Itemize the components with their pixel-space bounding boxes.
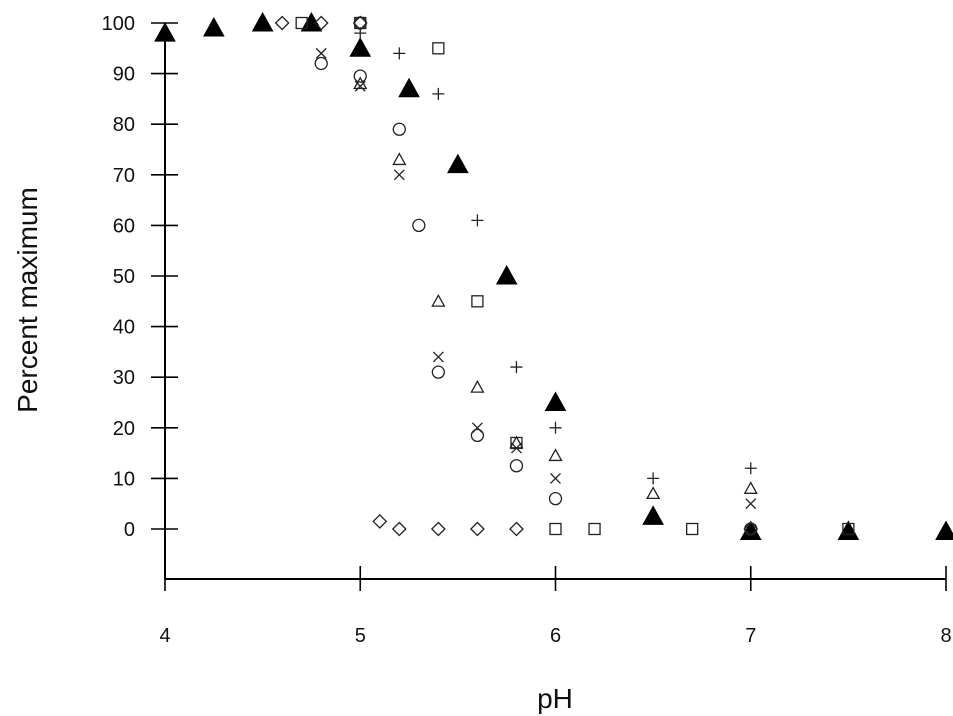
- open-diamond-series: [274, 15, 759, 537]
- open-square-point: [471, 295, 484, 308]
- plus-point: [471, 214, 484, 227]
- cross-point: [471, 422, 483, 434]
- plus-point: [744, 462, 757, 475]
- y-axis-title: Percent maximum: [12, 187, 43, 413]
- filled-triangle-point: [837, 520, 860, 541]
- data-points: [154, 11, 953, 541]
- cross-point: [393, 169, 405, 181]
- open-circle-point: [548, 491, 563, 506]
- open-diamond-point: [391, 521, 407, 537]
- open-square-point: [432, 42, 445, 55]
- y-tick-label: 60: [113, 215, 135, 237]
- open-square-series: [295, 16, 855, 536]
- y-tick-label: 0: [124, 519, 135, 541]
- cross-series: [315, 47, 757, 510]
- open-triangle-point: [392, 152, 407, 166]
- cross-point: [745, 498, 757, 510]
- open-triangle-point: [743, 481, 758, 494]
- y-ticks: 0 10 20 30 40 50 60 70 80 90 100: [102, 13, 178, 541]
- x-tick-label: 8: [940, 625, 951, 647]
- open-circle-series: [314, 16, 758, 536]
- y-tick-label: 100: [102, 13, 135, 35]
- y-tick-label: 70: [113, 165, 135, 187]
- filled-triangle-point: [935, 520, 953, 541]
- open-circle-point: [412, 218, 426, 233]
- filled-triangle-point: [495, 264, 518, 285]
- open-circle-point: [392, 122, 406, 136]
- filled-triangle-point: [642, 505, 664, 525]
- plus-point: [432, 87, 445, 100]
- open-diamond-point: [352, 15, 368, 31]
- filled-triangle-series: [154, 11, 953, 541]
- open-circle-point: [353, 69, 367, 83]
- y-tick-label: 50: [113, 266, 135, 288]
- filled-triangle-point: [447, 153, 469, 174]
- open-diamond-point: [469, 521, 485, 537]
- open-diamond-point: [509, 521, 524, 537]
- open-diamond-point: [313, 15, 329, 31]
- cross-point: [550, 472, 561, 484]
- x-tick-label: 6: [550, 625, 561, 647]
- open-square-point: [295, 16, 308, 30]
- open-circle-point: [314, 56, 328, 71]
- open-triangle-series: [353, 76, 758, 500]
- open-triangle-point: [353, 76, 368, 90]
- axes: [164, 23, 946, 580]
- filled-triangle-point: [202, 17, 225, 37]
- filled-triangle-point: [544, 391, 567, 411]
- open-square-point: [588, 522, 601, 536]
- x-axis-title: pH: [537, 683, 573, 714]
- y-tick-label: 90: [113, 64, 135, 86]
- y-tick-label: 30: [113, 367, 135, 389]
- open-triangle-point: [509, 435, 524, 449]
- plus-point: [549, 421, 562, 434]
- open-square-point: [686, 522, 699, 536]
- filled-triangle-point: [349, 37, 372, 57]
- filled-triangle-point: [739, 520, 762, 541]
- open-diamond-point: [430, 521, 446, 537]
- x-tick-label: 5: [355, 625, 366, 647]
- filled-triangle-point: [398, 77, 420, 98]
- open-triangle-point: [431, 293, 446, 307]
- x-ticks: 4 5 6 7 8: [159, 566, 952, 647]
- y-tick-label: 10: [113, 468, 135, 490]
- plus-point: [647, 472, 660, 485]
- plus-point: [510, 361, 523, 374]
- y-tick-label: 80: [113, 114, 135, 136]
- open-diamond-point: [274, 15, 290, 31]
- filled-triangle-point: [154, 22, 176, 42]
- filled-triangle-point: [251, 11, 274, 32]
- open-circle-point: [470, 428, 485, 443]
- open-triangle-point: [548, 448, 563, 462]
- open-diamond-point: [372, 513, 388, 529]
- plus-point: [393, 47, 406, 60]
- open-triangle-point: [470, 379, 485, 393]
- open-diamond-point: [743, 521, 759, 537]
- x-tick-label: 4: [159, 625, 170, 647]
- y-tick-label: 40: [113, 317, 135, 339]
- x-tick-label: 7: [745, 625, 756, 647]
- cross-point: [432, 351, 444, 363]
- open-circle-point: [431, 365, 446, 379]
- open-triangle-point: [646, 486, 661, 500]
- y-tick-label: 20: [113, 418, 135, 440]
- open-circle-point: [509, 459, 524, 473]
- cross-point: [315, 47, 327, 59]
- open-square-point: [549, 522, 562, 536]
- open-square-point: [842, 522, 855, 536]
